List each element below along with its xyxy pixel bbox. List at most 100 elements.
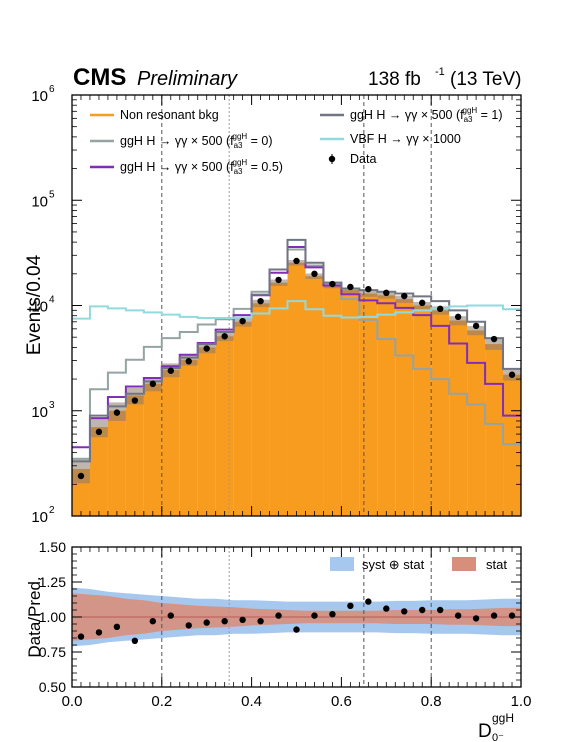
ratio-point — [490, 612, 498, 619]
legend-subscript: a3 — [234, 141, 243, 150]
ratio-point — [239, 616, 246, 623]
ratio-point — [365, 598, 372, 605]
data-point — [113, 409, 121, 416]
legend-superscript: ggH — [233, 158, 248, 167]
bkg-uncertainty — [72, 458, 90, 484]
data-point — [311, 270, 318, 278]
ratio-point — [113, 623, 121, 630]
ratio-point — [401, 608, 408, 615]
legend-label: Non resonant bkg — [120, 108, 219, 122]
data-point — [383, 289, 390, 297]
y-tick-exponent: 3 — [49, 400, 55, 411]
lumi-label: 138 fb — [368, 69, 421, 90]
bkg-bar — [431, 310, 450, 516]
bkg-bar — [251, 303, 270, 516]
y-tick-exponent: 2 — [49, 505, 55, 516]
y-tick-label: 10 — [31, 404, 48, 421]
bkg-uncertainty — [359, 290, 378, 297]
y-tick-exponent: 5 — [49, 189, 55, 200]
ratio-point — [347, 602, 354, 609]
x-tick-label: 0.6 — [331, 693, 352, 710]
lumi-exponent: -1 — [435, 66, 445, 78]
bkg-bar — [233, 321, 252, 516]
ratio-y-tick-label: 0.50 — [39, 679, 66, 695]
ratio-point — [419, 606, 426, 614]
data-point — [95, 428, 103, 436]
signal-step-line — [72, 300, 521, 320]
ratio-y-tick-label: 1.50 — [39, 539, 66, 555]
ratio-legend-label-syst: syst ⊕ stat — [362, 557, 425, 572]
main-y-axis-label: Events/0.04 — [24, 254, 45, 355]
ratio-point — [454, 612, 462, 619]
legend-superscript: ggH — [463, 106, 478, 115]
x-tick-label: 0.2 — [151, 693, 172, 710]
bkg-bar — [197, 347, 216, 516]
x-axis-label: D ggH 0⁻ — [478, 711, 514, 742]
bkg-uncertainty — [485, 338, 504, 350]
legend-label-tail: = 0) — [247, 134, 272, 148]
signal-step-line — [72, 245, 521, 449]
ratio-y-tick-label: 1.25 — [39, 574, 66, 590]
legend-label: ggH H → γγ × 500 (fa3ggH = 0.5) — [120, 158, 283, 176]
ratio-legend-swatch-syst — [330, 557, 354, 571]
bkg-bar — [125, 395, 144, 516]
bkg-bar — [305, 276, 324, 516]
energy-label: (13 TeV) — [450, 69, 521, 90]
bkg-uncertainty — [341, 287, 360, 293]
status-label: Preliminary — [137, 68, 238, 90]
y-tick-label: 10 — [31, 88, 48, 105]
ratio-point — [149, 618, 157, 625]
bkg-bar — [89, 427, 108, 516]
legend-subscript: a3 — [464, 115, 473, 124]
ratio-point — [383, 605, 390, 612]
bkg-bar — [323, 285, 342, 516]
ratio-point — [185, 622, 192, 629]
data-point — [203, 345, 210, 352]
legend-label: ggH H → γγ × 500 (fa3ggH = 1) — [350, 106, 503, 124]
ratio-point — [203, 619, 210, 626]
bkg-uncertainty — [395, 295, 414, 303]
data-point — [239, 317, 246, 325]
bkg-bar — [143, 383, 162, 516]
ratio-legend-label-stat: stat — [486, 557, 507, 572]
y-tick-label: 10 — [31, 509, 48, 526]
ratio-point — [311, 612, 318, 619]
legend-superscript: ggH — [233, 132, 248, 141]
bkg-uncertainty — [125, 387, 144, 405]
ratio-point — [257, 618, 264, 625]
ratio-point — [221, 618, 228, 625]
data-point — [77, 472, 85, 480]
x-tick-label: 1.0 — [511, 693, 532, 710]
data-point — [185, 358, 192, 365]
ratio-y-ticks: 0.50 0.75 1.00 1.25 1.50 — [39, 539, 521, 695]
data-point — [131, 397, 139, 404]
bkg-bar — [215, 336, 234, 516]
bkg-bar — [341, 290, 360, 516]
ratio-panel: 0.500.751.001.251.50 0.0 0.2 0.4 0.6 0.8 1.0 … — [25, 539, 531, 742]
signal-step-line — [72, 248, 521, 460]
y-tick-exponent: 6 — [49, 84, 55, 95]
data-point — [347, 283, 354, 291]
data-point — [436, 305, 444, 313]
ratio-point — [436, 606, 444, 614]
main-plot-area — [72, 95, 521, 516]
x-axis-label-main: D — [478, 721, 492, 742]
ratio-point — [293, 626, 300, 633]
bkg-bar — [413, 305, 432, 516]
ratio-x-ticks: 0.0 0.2 0.4 0.6 0.8 1.0 — [62, 547, 532, 710]
bkg-bar — [395, 299, 414, 516]
data-point — [221, 333, 228, 340]
data-point — [365, 285, 372, 293]
ratio-point — [167, 612, 174, 619]
bkg-bar — [467, 330, 486, 516]
data-point — [508, 371, 516, 378]
bkg-bar — [485, 344, 504, 516]
bkg-bar — [107, 410, 126, 516]
x-axis-label-subscript: 0⁻ — [492, 732, 504, 742]
data-point — [293, 257, 300, 265]
data-point — [401, 292, 408, 300]
signal-step-line — [72, 238, 521, 463]
bkg-uncertainty — [467, 326, 486, 336]
x-tick-label: 0.8 — [421, 693, 442, 710]
